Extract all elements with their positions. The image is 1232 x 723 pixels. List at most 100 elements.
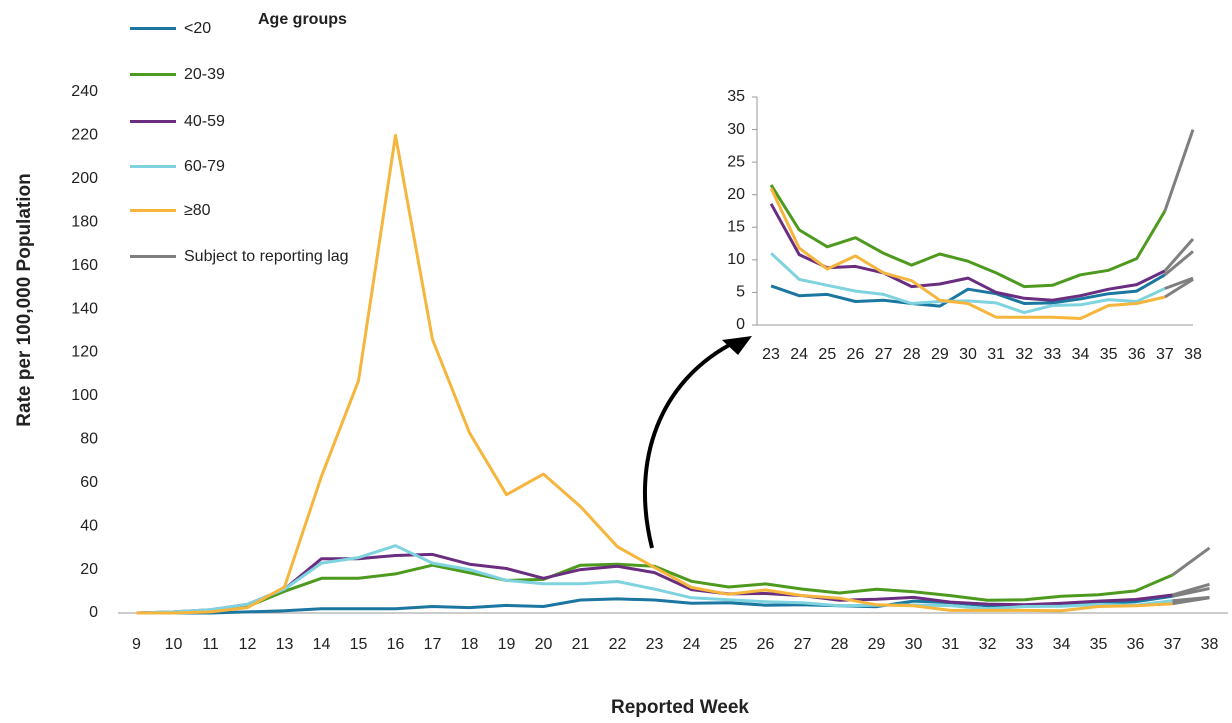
- lag-line: [1171, 546, 1211, 577]
- x-tick-label: 24: [683, 636, 701, 653]
- x-tick-label: 13: [276, 636, 294, 653]
- x-tick-label: 18: [461, 636, 479, 653]
- x-tick-label: 31: [987, 346, 1005, 363]
- x-tick-label: 16: [387, 636, 405, 653]
- legend-swatch: [130, 73, 176, 76]
- x-tick-label: 12: [239, 636, 257, 653]
- legend-label: 20-39: [184, 66, 225, 83]
- y-tick-label: 180: [71, 213, 98, 230]
- legend-label: <20: [184, 20, 212, 37]
- y-tick-label: 0: [89, 604, 98, 621]
- x-tick-label: 31: [942, 636, 960, 653]
- series-line: [770, 273, 1166, 308]
- series-line: [769, 203, 1166, 302]
- x-tick-label: 21: [572, 636, 590, 653]
- legend-swatch: [130, 255, 176, 258]
- x-tick-label: 32: [1015, 346, 1033, 363]
- x-tick-label: 25: [818, 346, 836, 363]
- x-tick-label: 38: [1201, 636, 1219, 653]
- x-tick-label: 34: [1053, 636, 1071, 653]
- legend-swatch: [130, 209, 176, 212]
- y-tick-label: 10: [727, 251, 745, 268]
- y-tick-label: 25: [727, 153, 745, 170]
- x-tick-label: 30: [959, 346, 977, 363]
- x-tick-label: 35: [1100, 346, 1118, 363]
- y-tick-label: 60: [80, 474, 98, 491]
- lag-line: [1163, 129, 1195, 212]
- y-tick-label: 220: [71, 127, 98, 144]
- x-tick-label: 37: [1164, 636, 1182, 653]
- lag-line: [1164, 278, 1194, 299]
- lag-line: [1172, 596, 1210, 606]
- y-tick-label: 200: [71, 170, 98, 187]
- legend-label: Subject to reporting lag: [184, 248, 349, 265]
- legend-entry: 40-59: [130, 111, 380, 133]
- x-tick-label: 36: [1128, 346, 1146, 363]
- y-tick-label: 100: [71, 387, 98, 404]
- legend-entry: 60-79: [130, 156, 380, 178]
- y-tick-label: 80: [80, 431, 98, 448]
- legend-label: 60-79: [184, 158, 225, 175]
- lag-line: [1164, 276, 1194, 290]
- y-tick-label: 160: [71, 257, 98, 274]
- y-tick-label: 30: [727, 121, 745, 138]
- x-tick-label: 17: [424, 636, 442, 653]
- x-tick-label: 27: [794, 636, 812, 653]
- x-tick-label: 20: [535, 636, 553, 653]
- series-line: [136, 133, 1173, 615]
- x-tick-label: 26: [847, 346, 865, 363]
- y-tick-label: 35: [727, 88, 745, 105]
- x-tick-label: 28: [903, 346, 921, 363]
- x-tick-label: 34: [1072, 346, 1090, 363]
- x-axis-title: Reported Week: [611, 697, 749, 718]
- series-line: [769, 184, 1167, 289]
- y-tick-label: 20: [727, 186, 745, 203]
- y-tick-label: 5: [736, 284, 745, 301]
- legend-swatch: [130, 120, 176, 123]
- legend-entry: 20-39: [130, 64, 380, 86]
- arrow-head: [722, 336, 752, 355]
- legend-swatch: [130, 27, 176, 30]
- series-line: [136, 544, 1173, 615]
- x-tick-label: 24: [790, 346, 808, 363]
- lag-line: [1172, 587, 1210, 598]
- x-tick-label: 29: [868, 636, 886, 653]
- y-tick-label: 120: [71, 344, 98, 361]
- legend-swatch: [130, 165, 176, 168]
- y-tick-label: 140: [71, 300, 98, 317]
- x-tick-label: 37: [1156, 346, 1174, 363]
- lag-line: [1163, 238, 1195, 272]
- x-tick-label: 30: [905, 636, 923, 653]
- lag-line: [1163, 250, 1194, 276]
- x-tick-label: 10: [165, 636, 183, 653]
- series-line: [136, 552, 1173, 615]
- x-tick-label: 19: [498, 636, 516, 653]
- x-tick-label: 26: [757, 636, 775, 653]
- legend-label: ≥80: [184, 202, 211, 219]
- y-tick-label: 15: [727, 219, 745, 236]
- x-tick-label: 29: [931, 346, 949, 363]
- legend-entry: <20: [130, 18, 380, 40]
- x-tick-label: 33: [1016, 636, 1034, 653]
- x-tick-label: 27: [875, 346, 893, 363]
- x-tick-label: 38: [1184, 346, 1202, 363]
- x-tick-label: 23: [762, 346, 780, 363]
- x-tick-label: 33: [1043, 346, 1061, 363]
- y-tick-label: 240: [71, 83, 98, 100]
- lag-line: [1172, 582, 1210, 597]
- arrow: [643, 340, 736, 549]
- x-tick-label: 9: [132, 636, 141, 653]
- x-tick-label: 22: [609, 636, 627, 653]
- x-tick-label: 23: [646, 636, 664, 653]
- series-line: [770, 252, 1166, 315]
- x-tick-label: 15: [350, 636, 368, 653]
- series-line: [769, 187, 1166, 320]
- legend-label: 40-59: [184, 113, 225, 130]
- x-tick-label: 32: [979, 636, 997, 653]
- x-tick-label: 25: [720, 636, 738, 653]
- y-axis-title: Rate per 100,000 Population: [14, 173, 35, 426]
- legend-title: Age groups: [258, 11, 347, 28]
- legend-entry: ≥80: [130, 200, 380, 222]
